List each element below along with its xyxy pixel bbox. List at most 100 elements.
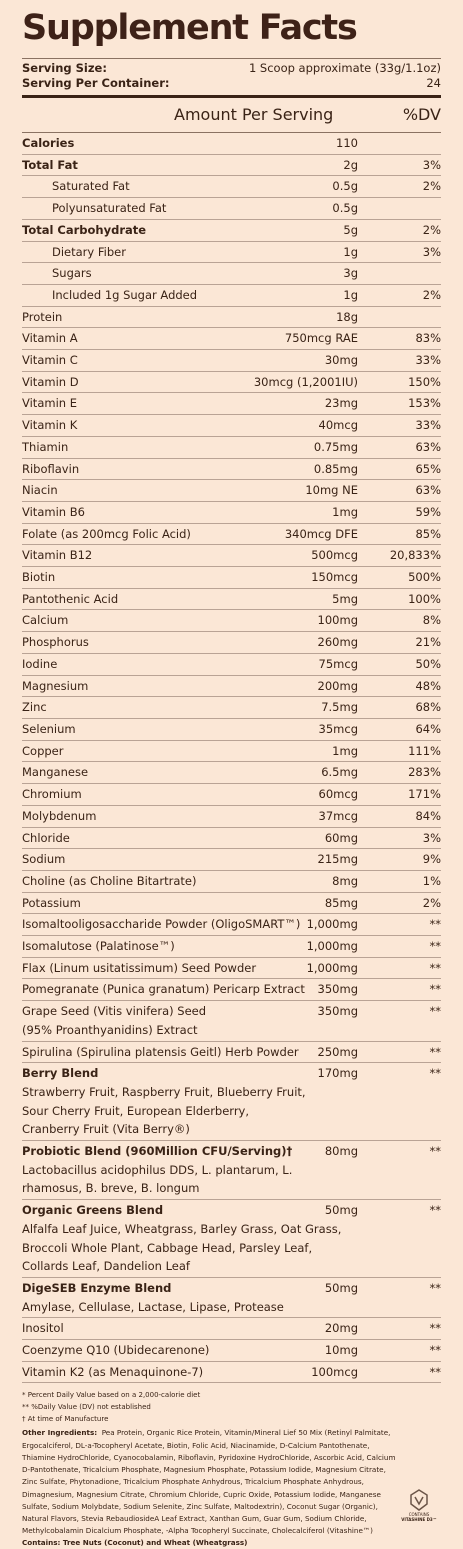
amount: 340mcg DFE xyxy=(284,526,358,541)
amount: 40mcg xyxy=(318,418,358,433)
amount: 1,000mg xyxy=(306,960,358,975)
daily-value: ** xyxy=(429,1066,442,1081)
ingredients-label: Other Ingredients: xyxy=(22,1428,98,1438)
nutrient-row: Spirulina (Spirulina platensis Geitl) He… xyxy=(22,1042,441,1064)
nutrient-detail: Lactobacillus acidophilus DDS, L. planta… xyxy=(22,1162,293,1177)
daily-value: 20,833% xyxy=(389,548,441,563)
amount: 10mg NE xyxy=(305,483,358,498)
nutrient-name: Vitamin B12 xyxy=(22,548,93,563)
amount: 20mg xyxy=(324,1321,358,1336)
nutrient-row: Vitamin K2 (as Menaquinone-7) 100mcg ** xyxy=(22,1362,441,1384)
amount: 30mg xyxy=(324,353,358,368)
nutrient-detail: Cranberry Fruit (Vita Berry®) xyxy=(22,1122,190,1137)
nutrient-row: Vitamin D 30mcg (1,2001IU) 150% xyxy=(22,372,441,394)
nutrient-name: Manganese xyxy=(22,765,89,780)
nutrient-name: Sugars xyxy=(52,266,92,281)
vitashine-logo: CONTAINS VITASHINE D3™ xyxy=(397,1489,441,1525)
nutrient-row: Folate (as 200mcg Folic Acid) 340mcg DFE 8… xyxy=(22,524,441,546)
page: Supplement Facts Serving Size: 1 Scoop ap… xyxy=(22,8,441,1548)
nutrient-row: Iodine 75mcg 50% xyxy=(22,654,441,676)
nutrient-row: Biotin 150mcg 500% xyxy=(22,567,441,589)
nutrient-row: Chromium 60mcg 171% xyxy=(22,784,441,806)
nutrient-row: Sugars 3g xyxy=(22,263,441,285)
amount: 1,000mg xyxy=(306,939,358,954)
nutrient-row: Zinc 7.5mg 68% xyxy=(22,697,441,719)
nutrient-table: Calories 110 Total Fat 2g 3% Saturated Fat 0.5… xyxy=(22,133,442,1384)
daily-value: 111% xyxy=(408,743,441,758)
nutrient-name: Magnesium xyxy=(22,678,89,693)
daily-value: 33% xyxy=(415,353,441,368)
amount: 1g xyxy=(343,287,358,302)
daily-value: 100% xyxy=(408,591,441,606)
daily-value: 83% xyxy=(415,331,441,346)
nutrient-name: Biotin xyxy=(22,570,56,585)
daily-value: ** xyxy=(429,1280,442,1295)
nutrient-row: Isomaltooligosaccharide Powder (OligoSMA… xyxy=(22,914,442,937)
nutrient-detail: Amylase, Cellulase, Lactase, Lipase, Pro… xyxy=(22,1299,284,1314)
nutrient-row: Inositol 20mg ** xyxy=(22,1318,442,1341)
nutrient-name: Iodine xyxy=(22,656,58,671)
amount: 3g xyxy=(343,266,358,281)
serving-value: 1 Scoop approximate (33g/1.1oz) xyxy=(248,61,441,75)
daily-value: 50% xyxy=(415,656,441,671)
amount: 1g xyxy=(343,244,358,259)
amount: 18g xyxy=(336,309,358,324)
amount: 50mg xyxy=(324,1280,358,1295)
daily-value: 2% xyxy=(422,222,441,237)
nutrient-name: DigeSEB Enzyme Blend xyxy=(22,1280,172,1295)
daily-value: ** xyxy=(429,1321,442,1336)
daily-value: 84% xyxy=(415,808,441,823)
nutrient-row: Selenium 35mcg 64% xyxy=(22,719,441,741)
nutrient-row: Copper 1mg 111% xyxy=(22,741,441,763)
nutrient-row: Grape Seed (Vitis vinifera) Seed (95% Pro… xyxy=(22,1001,441,1042)
nutrient-name: Molybdenum xyxy=(22,808,97,823)
nutrient-name: Chloride xyxy=(22,830,70,845)
daily-value: 2% xyxy=(422,287,441,302)
nutrient-row: Calcium 100mg 8% xyxy=(22,610,441,633)
contains: Contains: Tree Nuts (Coconut) and Wheat … xyxy=(22,1538,248,1548)
amount: 23mg xyxy=(324,396,358,411)
nutrient-row: Vitamin E 23mg 153% xyxy=(22,393,441,416)
daily-value: 150% xyxy=(408,374,441,389)
daily-value: 65% xyxy=(415,461,441,476)
nutrient-name: Vitamin C xyxy=(22,353,78,368)
nutrient-name: Coenzyme Q10 (Ubidecarenone) xyxy=(22,1343,210,1358)
supplement-facts: Supplement Facts Serving Size: 1 Scoop ap… xyxy=(22,0,441,1549)
daily-value: 3% xyxy=(422,830,441,845)
nutrient-name: Thiamin xyxy=(22,439,69,454)
daily-value: 2% xyxy=(422,895,441,910)
daily-value: 153% xyxy=(408,396,441,411)
nutrient-row: Vitamin C 30mg 33% xyxy=(22,350,441,372)
amount-header: Amount Per Serving xyxy=(174,105,334,124)
nutrient-row: Pomegranate (Punica granatum) Pericarp E… xyxy=(22,979,441,1002)
nutrient-name: Total Fat xyxy=(22,157,78,172)
amount: 1,000mg xyxy=(306,917,358,932)
amount: 200mg xyxy=(317,678,358,693)
nutrient-name: Potassium xyxy=(22,895,81,910)
daily-value: 500% xyxy=(408,570,441,585)
nutrient-row: Organic Greens Blend Alfalfa Leaf Juice, … xyxy=(22,1200,441,1278)
daily-value: 9% xyxy=(422,852,441,867)
amount: 60mcg xyxy=(318,787,358,802)
amount: 100mg xyxy=(317,613,358,628)
daily-value: 3% xyxy=(422,244,441,259)
nutrient-detail: rhamosus, B. breve, B. longum xyxy=(22,1181,200,1196)
amount: 35mcg xyxy=(318,721,358,736)
amount: 7.5mg xyxy=(321,700,358,715)
daily-value: ** xyxy=(429,917,442,932)
logo-bottom: VITASHINE D3™ xyxy=(401,1517,437,1523)
nutrient-detail: Strawberry Fruit, Raspberry Fruit, Blueb… xyxy=(22,1084,306,1099)
amount: 8mg xyxy=(332,873,358,888)
nutrient-row: Chloride 60mg 3% xyxy=(22,828,441,850)
amount: 0.5g xyxy=(332,201,358,216)
amount: 100mcg xyxy=(311,1364,358,1379)
daily-value: ** xyxy=(429,1144,442,1159)
nutrient-row: Isomalutose (Palatinose™) 1,000mg ** xyxy=(22,936,441,958)
amount: 250mg xyxy=(317,1044,358,1059)
nutrient-name: Vitamin A xyxy=(22,331,78,346)
nutrient-name: Vitamin B6 xyxy=(22,504,85,519)
nutrient-name: Copper xyxy=(22,743,64,758)
nutrient-name: Grape Seed (Vitis vinifera) Seed xyxy=(22,1004,207,1019)
amount: 350mg xyxy=(317,982,358,997)
amount: 150mcg xyxy=(311,570,358,585)
